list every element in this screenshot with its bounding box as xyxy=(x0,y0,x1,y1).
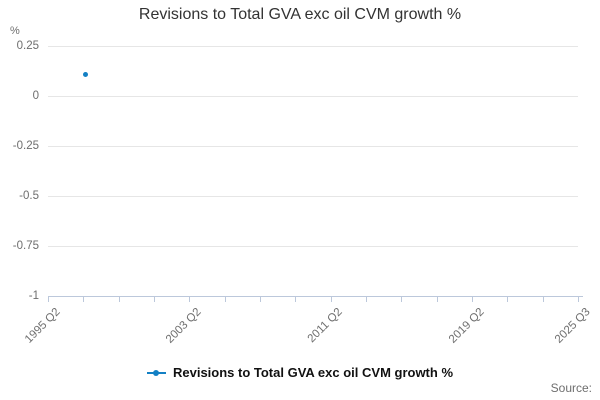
x-axis-tick xyxy=(83,296,85,302)
chart-title: Revisions to Total GVA exc oil CVM growt… xyxy=(138,6,462,23)
y-axis-tick-label: -0.25 xyxy=(12,140,39,152)
y-gridline xyxy=(48,46,578,47)
x-axis-tick xyxy=(472,296,473,302)
y-gridline xyxy=(48,96,578,97)
x-axis-tick xyxy=(295,296,297,302)
legend-line-dot-marker xyxy=(146,369,166,376)
y-axis-tick-label: -0.5 xyxy=(19,190,39,202)
x-axis-tick-label: 2011 Q2 xyxy=(306,306,346,346)
x-axis-tick xyxy=(578,296,579,302)
x-axis-tick xyxy=(260,296,261,302)
x-axis-tick-label: 1995 Q2 xyxy=(22,306,63,346)
x-axis-tick-label: 2003 Q2 xyxy=(164,306,204,346)
x-axis-tick xyxy=(507,296,509,302)
y-axis-tick-label: -0.75 xyxy=(12,240,39,252)
x-axis-tick xyxy=(436,296,438,302)
x-axis-tick xyxy=(330,296,332,302)
legend-label: Revisions to Total GVA exc oil CVM growt… xyxy=(172,365,453,380)
x-axis-tick xyxy=(48,296,49,302)
x-axis-tick xyxy=(401,296,403,302)
y-gridline xyxy=(48,196,578,197)
x-axis-tick xyxy=(154,296,155,302)
data-point xyxy=(83,71,89,77)
y-gridline xyxy=(48,146,578,147)
x-axis-tick xyxy=(542,296,544,302)
x-axis-tick xyxy=(366,296,367,302)
source-label: Source: xyxy=(550,381,592,395)
plot-area xyxy=(48,46,583,302)
x-axis-tick-label: 2025 Q3 xyxy=(552,306,593,346)
y-axis-unit-label: % xyxy=(10,25,20,37)
x-axis-tick-label: 2019 Q2 xyxy=(446,306,487,346)
x-axis-tick xyxy=(189,296,191,302)
x-axis-tick xyxy=(224,296,226,302)
x-axis-tick xyxy=(118,296,120,302)
x-axis-line xyxy=(48,296,583,297)
y-gridline xyxy=(48,246,578,247)
y-axis-tick-label: -1 xyxy=(28,290,39,302)
y-axis-labels: 0.25 0 -0.25 -0.5 -0.75 -1 xyxy=(0,40,39,302)
legend-dot-icon xyxy=(153,369,160,376)
y-axis-tick-label: 0.25 xyxy=(16,40,39,52)
legend: Revisions to Total GVA exc oil CVM growt… xyxy=(0,365,600,380)
y-axis-tick-label: 0 xyxy=(32,90,39,102)
